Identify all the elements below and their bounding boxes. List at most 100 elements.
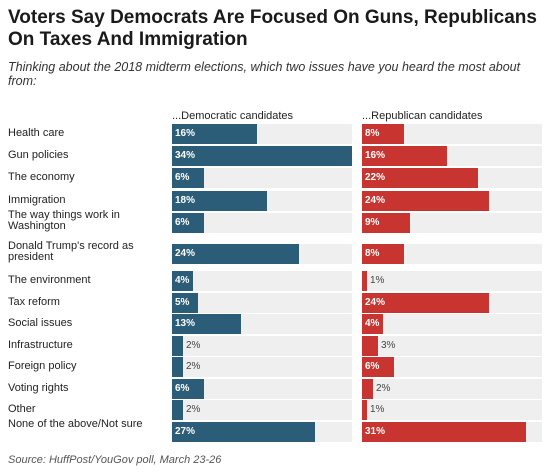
- rep-value-label: 6%: [365, 361, 380, 372]
- category-label: Gun policies: [8, 149, 69, 161]
- rep-bar: [362, 244, 404, 264]
- bar-track: 2%: [172, 400, 352, 420]
- rep-value-label: 24%: [365, 297, 386, 308]
- bar-track: 8%: [362, 124, 542, 144]
- dem-bar: [172, 244, 299, 264]
- bar-track: 31%: [362, 422, 542, 442]
- bar-track: 6%: [172, 213, 352, 233]
- bar-track: 1%: [362, 271, 542, 291]
- rep-bar: [362, 191, 489, 211]
- dem-bar: [172, 293, 198, 313]
- dem-bar: [172, 400, 183, 420]
- category-label: The economy: [8, 171, 75, 183]
- dem-value-label: 5%: [175, 297, 190, 308]
- rep-bar: [362, 400, 367, 420]
- rep-bar: [362, 379, 373, 399]
- dem-bar: [172, 191, 267, 211]
- dem-bar: [172, 146, 352, 166]
- category-label: The way things work in Washington: [8, 209, 120, 232]
- rep-value-label: 2%: [376, 383, 391, 394]
- chart-title: Voters Say Democrats Are Focused On Guns…: [8, 7, 537, 50]
- legend-democratic: ...Democratic candidates: [172, 110, 294, 122]
- rep-value-label: 4%: [365, 318, 380, 329]
- category-label: Foreign policy: [8, 360, 77, 372]
- bar-track: 24%: [362, 191, 542, 211]
- dem-bar: [172, 124, 257, 144]
- category-label: Other: [8, 403, 36, 415]
- category-label: Voting rights: [8, 382, 69, 394]
- rep-bar: [362, 213, 410, 233]
- rep-bar: [362, 271, 367, 291]
- rep-value-label: 1%: [370, 275, 385, 286]
- bar-track: 4%: [362, 314, 542, 334]
- category-label: None of the above/Not sure: [8, 418, 143, 430]
- bar-track: 13%: [172, 314, 352, 334]
- category-label: The environment: [8, 274, 91, 286]
- rep-bar: [362, 168, 478, 188]
- rep-bar: [362, 357, 394, 377]
- dem-value-label: 2%: [186, 361, 201, 372]
- rep-value-label: 9%: [365, 217, 380, 228]
- dem-value-label: 16%: [175, 128, 196, 139]
- bar-track: 34%: [172, 146, 352, 166]
- rep-bar: [362, 293, 489, 313]
- source-note: Source: HuffPost/YouGov poll, March 23-2…: [8, 454, 222, 466]
- dem-bar: [172, 336, 183, 356]
- bar-track: 24%: [362, 293, 542, 313]
- bar-track: 6%: [172, 168, 352, 188]
- dem-bar: [172, 168, 204, 188]
- dem-value-label: 24%: [175, 248, 196, 259]
- bar-track: 2%: [172, 357, 352, 377]
- dem-value-label: 27%: [175, 426, 196, 437]
- rep-bar: [362, 422, 526, 442]
- rep-value-label: 31%: [365, 426, 386, 437]
- dem-bar: [172, 422, 315, 442]
- bar-track: 1%: [362, 400, 542, 420]
- dem-bar: [172, 357, 183, 377]
- rep-value-label: 24%: [365, 195, 386, 206]
- bar-track: 8%: [362, 244, 542, 264]
- dem-bar: [172, 213, 204, 233]
- rep-bar: [362, 146, 447, 166]
- dem-value-label: 6%: [175, 172, 190, 183]
- rep-bar: [362, 314, 383, 334]
- bar-track: 6%: [362, 357, 542, 377]
- bar-track: 22%: [362, 168, 542, 188]
- category-label: Infrastructure: [8, 339, 73, 351]
- category-label: Health care: [8, 127, 65, 139]
- category-label: Social issues: [8, 317, 73, 329]
- rep-value-label: 22%: [365, 172, 386, 183]
- bar-track: 2%: [362, 379, 542, 399]
- category-label: Donald Trump's record as president: [8, 240, 134, 263]
- legend-republican: ...Republican candidates: [362, 110, 483, 122]
- chart-subtitle: Thinking about the 2018 midterm election…: [8, 60, 521, 88]
- dem-bar: [172, 271, 193, 291]
- dem-value-label: 6%: [175, 383, 190, 394]
- bar-track: 27%: [172, 422, 352, 442]
- rep-bar: [362, 336, 378, 356]
- dem-value-label: 4%: [175, 275, 190, 286]
- rep-value-label: 3%: [381, 340, 396, 351]
- rep-value-label: 8%: [365, 248, 380, 259]
- bar-track: 18%: [172, 191, 352, 211]
- bar-track: 16%: [362, 146, 542, 166]
- bar-track: 9%: [362, 213, 542, 233]
- bar-track: 5%: [172, 293, 352, 313]
- dem-bar: [172, 379, 204, 399]
- dem-value-label: 18%: [175, 195, 196, 206]
- dem-value-label: 2%: [186, 340, 201, 351]
- dem-value-label: 34%: [175, 150, 196, 161]
- bar-track: 6%: [172, 379, 352, 399]
- rep-value-label: 16%: [365, 150, 386, 161]
- category-label: Tax reform: [8, 296, 60, 308]
- rep-value-label: 1%: [370, 404, 385, 415]
- category-label: Immigration: [8, 194, 66, 206]
- rep-bar: [362, 124, 404, 144]
- bar-track: 4%: [172, 271, 352, 291]
- bar-track: 16%: [172, 124, 352, 144]
- dem-value-label: 13%: [175, 318, 196, 329]
- dem-bar: [172, 314, 241, 334]
- bar-track: 24%: [172, 244, 352, 264]
- rep-value-label: 8%: [365, 128, 380, 139]
- bar-track: 3%: [362, 336, 542, 356]
